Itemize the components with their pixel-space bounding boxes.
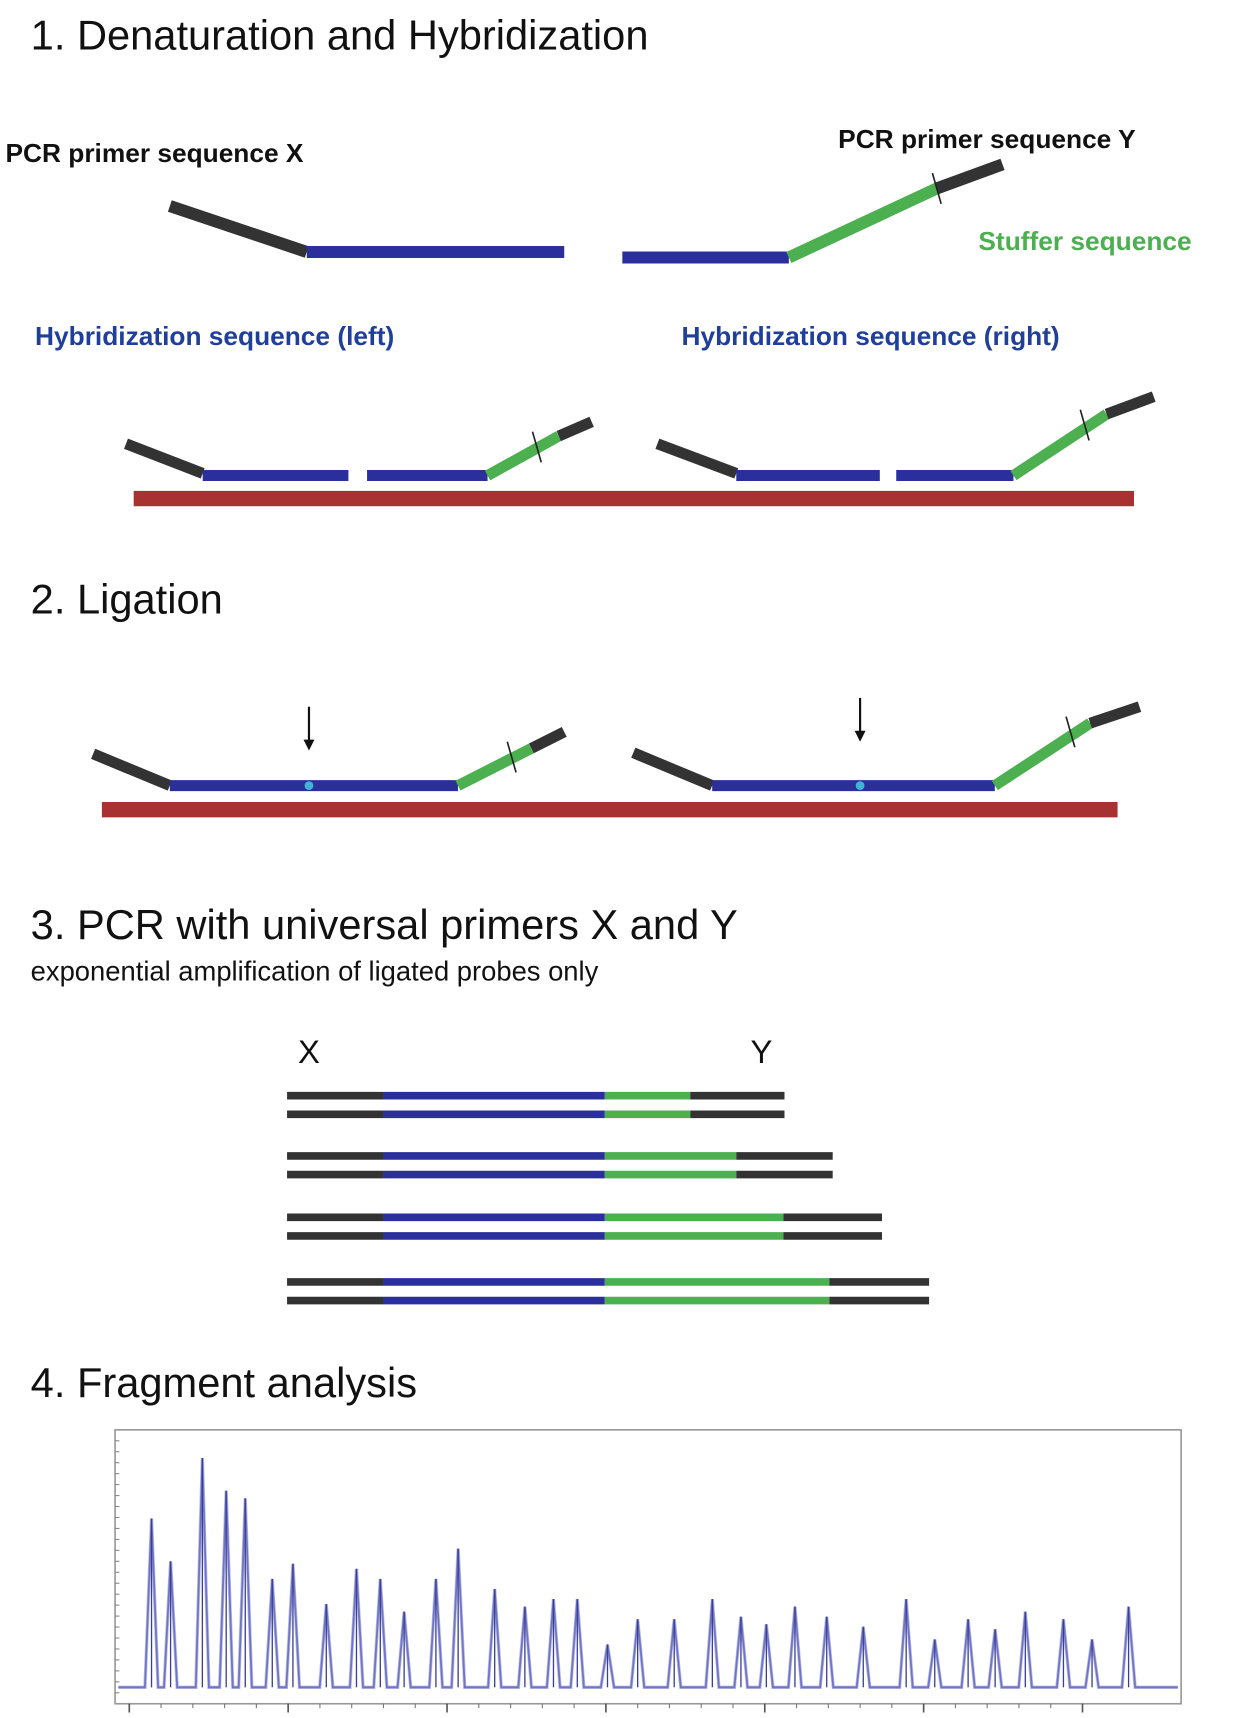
section-2-title: 2. Ligation (31, 576, 223, 623)
primer-x-strand (91, 748, 172, 791)
arrow-head-icon (303, 739, 315, 751)
ligation-site-dot (855, 781, 865, 790)
primer-x-strand (124, 438, 205, 479)
primer-x-strand (655, 438, 739, 479)
junction-tick (506, 741, 517, 773)
primer-x-strand (631, 747, 715, 791)
stuffer-strand (455, 743, 534, 791)
strands-layer (91, 158, 1156, 1305)
electropherogram-trace (118, 1457, 1178, 1689)
primer-x-label: PCR primer sequence X (5, 138, 303, 168)
primer-x-strand (167, 200, 309, 258)
section-1-title: 1. Denaturation and Hybridization (31, 11, 649, 58)
primer-x-marker: X (298, 1033, 320, 1070)
primer-y-label: PCR primer sequence Y (838, 124, 1136, 154)
junction-tick (531, 431, 543, 463)
stuffer-label: Stuffer sequence (978, 226, 1191, 256)
section-3-subtitle: exponential amplification of ligated pro… (31, 956, 599, 987)
primer-y-strand (528, 727, 567, 754)
hyb-left-label: Hybridization sequence (left) (35, 321, 394, 351)
junction-tick (1065, 716, 1076, 748)
ligation-site-dot (304, 781, 314, 790)
stuffer-strand (786, 183, 940, 263)
fragment-analysis-chart (114, 1429, 1182, 1713)
section-3-title: 3. PCR with universal primers X and Y (31, 901, 738, 948)
primer-y-strand (556, 416, 594, 442)
primer-y-strand (1088, 701, 1142, 729)
hyb-right-label: Hybridization sequence (right) (681, 321, 1059, 351)
junction-tick (1079, 409, 1090, 441)
stuffer-strand (1010, 409, 1110, 481)
stuffer-strand (991, 718, 1094, 791)
primer-y-strand (1104, 391, 1156, 420)
section-4-title: 4. Fragment analysis (31, 1359, 417, 1406)
primer-y-strand (934, 158, 1005, 195)
stuffer-strand (484, 431, 562, 481)
arrow-head-icon (854, 730, 866, 742)
primer-y-marker: Y (751, 1033, 773, 1070)
junction-tick (931, 172, 942, 205)
